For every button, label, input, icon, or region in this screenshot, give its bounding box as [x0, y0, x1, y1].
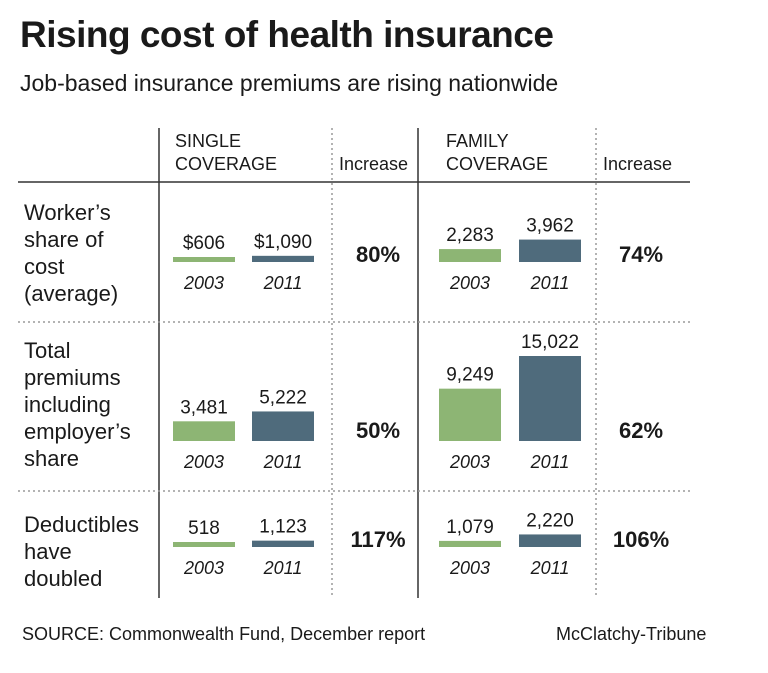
single-value-2011-row3: 1,123 [259, 517, 307, 538]
family-year-2003-row3: 2003 [449, 558, 490, 578]
family-year-2003-row2: 2003 [449, 452, 490, 472]
single-value-2011-row1: $1,090 [254, 232, 312, 253]
family-increase-row3: 106% [613, 527, 669, 552]
single-year-2003-row3: 2003 [183, 558, 224, 578]
single-bar-2011-row3 [252, 540, 314, 547]
family-year-2011-row3: 2011 [530, 558, 570, 578]
row-label-2-line1: Total [24, 338, 70, 363]
family-year-2011-row1: 2011 [530, 273, 570, 293]
row-label-1-line4: (average) [24, 281, 118, 306]
family-bar-2003-row1 [439, 249, 501, 262]
single-increase-row3: 117% [350, 527, 405, 552]
header-single-increase: Increase [339, 154, 408, 174]
row-label-1-line3: cost [24, 254, 64, 279]
family-value-2011-row2: 15,022 [521, 332, 579, 353]
single-year-2003-row2: 2003 [183, 452, 224, 472]
row-label-2-line4: employer’s [24, 419, 131, 444]
row-label-1-line1: Worker’s [24, 200, 111, 225]
family-bar-2011-row1 [519, 239, 581, 262]
source-note: SOURCE: Commonwealth Fund, December repo… [22, 624, 426, 644]
single-bar-2003-row3 [173, 542, 235, 547]
single-bar-2003-row1 [173, 257, 235, 262]
single-increase-row2: 50% [356, 418, 400, 443]
row-label-3-line3: doubled [24, 566, 102, 591]
chart-subtitle: Job-based insurance premiums are rising … [20, 70, 559, 96]
family-year-2011-row2: 2011 [530, 452, 570, 472]
chart-title: Rising cost of health insurance [20, 14, 554, 55]
family-increase-row2: 62% [619, 418, 663, 443]
family-value-2003-row2: 9,249 [446, 365, 494, 386]
single-value-2011-row2: 5,222 [259, 387, 307, 408]
single-bar-2003-row2 [173, 421, 235, 441]
row-label-2-line3: including [24, 392, 111, 417]
single-bar-2011-row1 [252, 255, 314, 262]
row-label-3-line2: have [24, 539, 72, 564]
header-family-increase: Increase [603, 154, 672, 174]
row-label-2-line2: premiums [24, 365, 121, 390]
single-year-2011-row1: 2011 [263, 273, 303, 293]
single-year-2011-row2: 2011 [263, 452, 303, 472]
credit-note: McClatchy-Tribune [556, 624, 707, 644]
family-bar-2003-row3 [439, 540, 501, 547]
single-bar-2011-row2 [252, 411, 314, 441]
row-label-2-line5: share [24, 446, 79, 471]
single-value-2003-row2: 3,481 [180, 397, 228, 418]
family-bar-2003-row2 [439, 388, 501, 441]
family-bar-2011-row2 [519, 356, 581, 441]
family-value-2011-row1: 3,962 [526, 216, 574, 237]
single-increase-row1: 80% [356, 242, 400, 267]
header-family-line2: COVERAGE [446, 154, 548, 174]
header-single-line1: SINGLE [175, 131, 241, 151]
single-year-2011-row3: 2011 [263, 558, 303, 578]
family-bar-2011-row3 [519, 534, 581, 547]
single-value-2003-row1: $606 [183, 233, 225, 254]
header-family-line1: FAMILY [446, 131, 509, 151]
header-single-line2: COVERAGE [175, 154, 277, 174]
family-value-2003-row3: 1,079 [446, 517, 494, 538]
row-label-3-line1: Deductibles [24, 512, 139, 537]
single-year-2003-row1: 2003 [183, 273, 224, 293]
row-label-1-line2: share of [24, 227, 104, 252]
single-value-2003-row3: 518 [188, 518, 220, 539]
family-value-2011-row3: 2,220 [526, 510, 574, 531]
family-value-2003-row1: 2,283 [446, 225, 494, 246]
family-increase-row1: 74% [619, 242, 663, 267]
family-year-2003-row1: 2003 [449, 273, 490, 293]
